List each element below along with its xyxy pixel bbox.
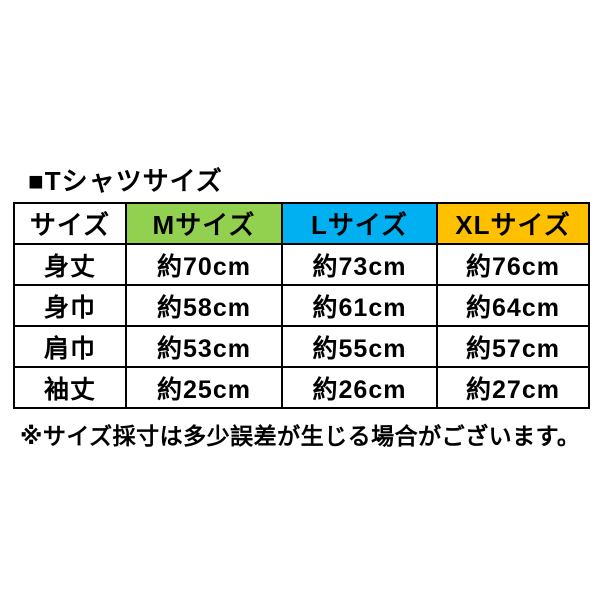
cell-shoulder-width-xl: 約57cm: [436, 325, 590, 368]
cell-sleeve-length-xl: 約27cm: [436, 366, 590, 409]
table-row-shoulder-width: 肩巾 約53cm 約55cm 約57cm: [13, 325, 590, 368]
row-label-body-length: 身丈: [13, 243, 127, 286]
header-cell-xl: XLサイズ: [436, 202, 590, 245]
row-label-sleeve-length: 袖丈: [13, 366, 127, 409]
header-row: サイズ Mサイズ Lサイズ XLサイズ: [13, 202, 590, 245]
cell-body-width-l: 約61cm: [281, 284, 438, 327]
cell-body-length-xl: 約76cm: [436, 243, 590, 286]
cell-sleeve-length-m: 約25cm: [125, 366, 283, 409]
table-row-body-width: 身巾 約58cm 約61cm 約64cm: [13, 284, 590, 327]
disclaimer-note: ※サイズ採寸は多少誤差が生じる場合がございます。: [20, 423, 581, 449]
row-label-body-width: 身巾: [13, 284, 127, 327]
cell-shoulder-width-m: 約53cm: [125, 325, 283, 368]
cell-shoulder-width-l: 約55cm: [281, 325, 438, 368]
table-row-sleeve-length: 袖丈 約25cm 約26cm 約27cm: [13, 366, 590, 409]
size-table: サイズ Mサイズ Lサイズ XLサイズ 身丈 約70cm 約73cm 約76cm…: [13, 202, 590, 409]
page-title: ■Tシャツサイズ: [28, 166, 223, 196]
cell-sleeve-length-l: 約26cm: [281, 366, 438, 409]
cell-body-width-m: 約58cm: [125, 284, 283, 327]
table-row-body-length: 身丈 約70cm 約73cm 約76cm: [13, 243, 590, 286]
cell-body-width-xl: 約64cm: [436, 284, 590, 327]
cell-body-length-l: 約73cm: [281, 243, 438, 286]
header-cell-m: Mサイズ: [125, 202, 283, 245]
row-label-shoulder-width: 肩巾: [13, 325, 127, 368]
cell-body-length-m: 約70cm: [125, 243, 283, 286]
header-cell-size: サイズ: [13, 202, 127, 245]
header-cell-l: Lサイズ: [281, 202, 438, 245]
